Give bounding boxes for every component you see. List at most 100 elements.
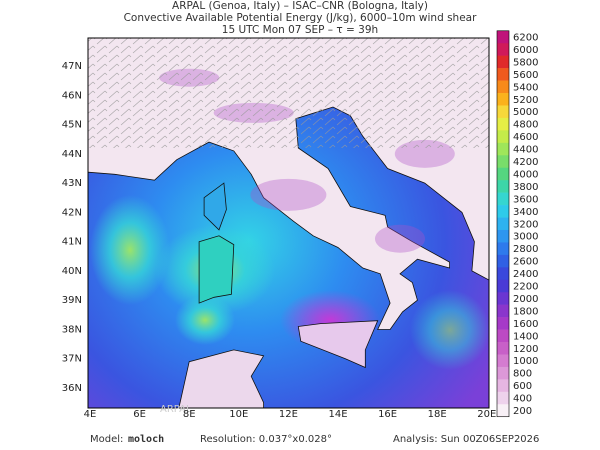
colorbar-cell (497, 317, 509, 330)
lon-label: 6E (133, 409, 146, 420)
lon-label: 14E (328, 409, 347, 420)
lat-label: 43N (62, 178, 82, 189)
colorbar-label: 2200 (513, 282, 538, 293)
lon-label: 18E (428, 409, 447, 420)
colorbar-cell (497, 180, 509, 193)
colorbar-label: 4800 (513, 120, 538, 131)
lat-label: 36N (62, 383, 82, 394)
colorbar-label: 1600 (513, 319, 538, 330)
colorbar-cell (497, 267, 509, 281)
header-line: 15 UTC Mon 07 SEP – τ = 39h (222, 24, 378, 36)
colorbar-label: 2600 (513, 257, 538, 268)
colorbar-label: 3800 (513, 182, 538, 193)
colorbar-label: 5000 (513, 107, 538, 118)
colorbar-cell (497, 80, 509, 94)
model: moloch (128, 434, 164, 445)
colorbar-cell (497, 254, 509, 268)
colorbar-cell (497, 30, 509, 44)
header-line: Convective Available Potential Energy (J… (124, 12, 478, 24)
colorbar-cell (497, 155, 509, 169)
field (410, 290, 489, 370)
colorbar-label: 600 (513, 381, 532, 392)
lat-label: 47N (62, 61, 82, 72)
map-area (88, 38, 489, 408)
lat-label: 45N (62, 120, 82, 131)
colorbar-label: 5200 (513, 95, 538, 106)
field (90, 195, 170, 305)
lon-label: 4E (84, 409, 97, 420)
colorbar-label: 4000 (513, 169, 538, 180)
colorbar-cell (497, 342, 509, 355)
map-frame (87, 37, 490, 409)
field (375, 224, 425, 253)
colorbar-label: 400 (513, 394, 532, 405)
colorbar-label: 3000 (513, 232, 538, 243)
colorbar-label: 3400 (513, 207, 538, 218)
wind-barbs (88, 38, 489, 148)
header-line: ARPAL (Genoa, Italy) – ISAC–CNR (Bologna… (172, 0, 428, 12)
lon-label: 12E (279, 409, 298, 420)
header: ARPAL (Genoa, Italy) – ISAC–CNR (Bologna… (124, 0, 478, 36)
colorbar-label: 1400 (513, 331, 538, 342)
colorbar-label: 800 (513, 369, 532, 380)
coastline (297, 320, 379, 369)
colorbar-label: 200 (513, 406, 532, 417)
colorbar-label: 1200 (513, 344, 538, 355)
colorbar-cell (497, 93, 509, 106)
coastline (203, 182, 227, 231)
colorbar-label: 2000 (513, 294, 538, 305)
lon-label: 8E (183, 409, 196, 420)
colorbar-label: 5800 (513, 57, 538, 68)
colorbar-label: 5400 (513, 82, 538, 93)
colorbar-cell (497, 130, 509, 144)
colorbar-cell (497, 391, 509, 405)
resolution: Resolution: 0.037°x0.028° (200, 434, 332, 445)
lat-label: 40N (62, 266, 82, 277)
colorbar-label: 2400 (513, 269, 538, 280)
colorbar-label: 2800 (513, 244, 538, 255)
colorbar-cell (497, 404, 509, 418)
colorbar-cell (497, 43, 509, 56)
colorbar-cell (497, 117, 509, 131)
colorbar-cell (497, 279, 509, 293)
lat-label: 38N (62, 324, 82, 335)
lon-label: 20E (477, 409, 496, 420)
lat-label: 46N (62, 90, 82, 101)
colorbar-cell (497, 292, 509, 305)
colorbar-cell (497, 329, 509, 343)
colorbar-cell (497, 167, 509, 181)
colorbar-cell (497, 229, 509, 243)
coastline (178, 349, 265, 408)
colorbar-label: 3200 (513, 219, 538, 230)
analysis: Analysis: Sun 00Z06SEP2026 (393, 434, 539, 445)
lat-label: 37N (62, 354, 82, 365)
colorbar-label: 5600 (513, 70, 538, 81)
field (250, 178, 327, 211)
lat-label: 42N (62, 207, 82, 218)
watermark: ARPAL (160, 404, 192, 415)
lat-label: 39N (62, 295, 82, 306)
colorbar-cell (497, 366, 509, 380)
colorbar-label: 1000 (513, 356, 538, 367)
colorbar-label: 4600 (513, 132, 538, 143)
colorbar-label: 6200 (513, 33, 538, 44)
lon-label: 16E (378, 409, 397, 420)
lat-label: 41N (62, 237, 82, 248)
colorbar-cell (497, 142, 509, 156)
colorbar-cell (497, 354, 509, 368)
axes: 4E 6E 8E 10E 12E 14E 16E 18E 20E 47N 46N 45N 44N 43N 4… (62, 61, 497, 420)
colorbar-label: 4400 (513, 145, 538, 156)
colorbar-cell (497, 68, 509, 81)
coastline (198, 235, 235, 304)
model-label: Model: (90, 434, 123, 445)
colorbar-cell (497, 192, 509, 206)
colorbar-cell (497, 304, 509, 318)
colorbar-label: 3600 (513, 194, 538, 205)
field (175, 295, 235, 345)
colorbar-label: 4200 (513, 157, 538, 168)
footer: Model: moloch Resolution: 0.037°x0.028° … (90, 434, 539, 445)
colorbar-cell (497, 205, 509, 218)
